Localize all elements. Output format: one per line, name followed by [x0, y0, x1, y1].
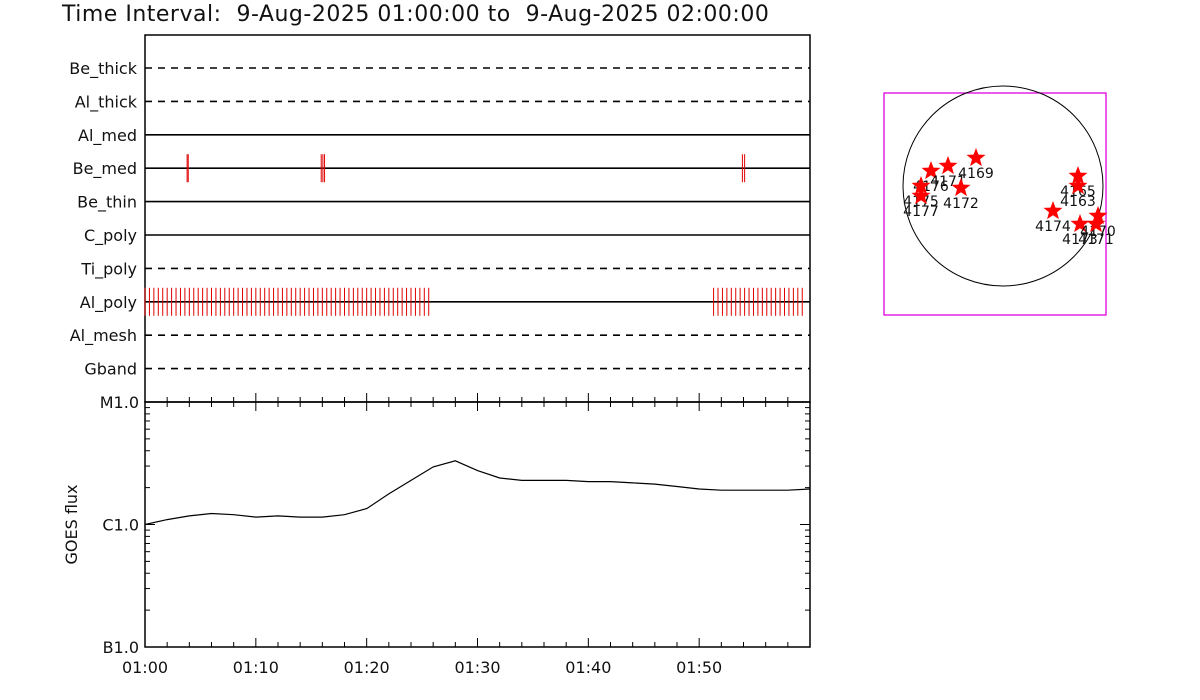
ar-label: 4177: [903, 204, 939, 220]
row-label: Ti_poly: [80, 259, 137, 279]
goes-flux-line: [144, 460, 811, 526]
ar-star: [966, 148, 986, 167]
row-label: Al_thick: [75, 92, 138, 112]
ar-label: 4165: [1060, 184, 1096, 200]
x-tick-label: 01:30: [454, 658, 500, 677]
row-label: C_poly: [84, 226, 137, 246]
ar-star: [911, 186, 931, 205]
goes-frame: [144, 401, 811, 648]
ar-label: 4169: [958, 166, 994, 182]
ar-star: [1068, 166, 1088, 185]
row-label: Gband: [84, 360, 137, 379]
x-tick-label: 01:20: [344, 658, 390, 677]
ar-label: 4163: [1060, 194, 1096, 210]
ar-label: 4174: [1035, 219, 1071, 235]
y-tick-label: C1.0: [102, 516, 139, 535]
row-label: Be_thick: [69, 59, 137, 79]
x-tick-label: 01:50: [676, 658, 722, 677]
x-tick-label: 01:10: [233, 658, 279, 677]
ar-label: 4172: [943, 196, 979, 212]
y-tick-label: M1.0: [100, 393, 139, 412]
ar-star: [938, 156, 958, 175]
x-tick-label: 01:40: [565, 658, 611, 677]
chart-title: Time Interval: 9-Aug-2025 01:00:00 to 9-…: [62, 2, 770, 27]
timeline-frame: [144, 34, 811, 403]
row-label: Be_med: [73, 159, 137, 179]
ar-star: [1070, 214, 1090, 233]
ar-star: [1043, 201, 1063, 220]
row-label: Al_poly: [80, 293, 137, 313]
ar-star: [911, 176, 931, 195]
ar-star: [1088, 206, 1108, 225]
y-axis-label: GOES flux: [62, 484, 81, 564]
fov-box: [883, 92, 1107, 316]
ar-label: 4175: [903, 194, 939, 210]
ar-label: 4170: [1080, 224, 1116, 240]
row-label: Al_med: [78, 126, 137, 146]
ar-star: [951, 178, 971, 197]
y-tick-label: B1.0: [103, 638, 139, 657]
ar-star: [921, 161, 941, 180]
row-label: Be_thin: [77, 193, 137, 213]
ar-label: 4171: [1078, 232, 1114, 248]
solar-disk: [902, 85, 1104, 287]
ar-star: [1068, 176, 1088, 195]
ar-star: [1086, 214, 1106, 233]
ar-label: 4173: [1062, 232, 1098, 248]
x-tick-label: 01:00: [122, 658, 168, 677]
row-label: Al_mesh: [70, 326, 137, 346]
